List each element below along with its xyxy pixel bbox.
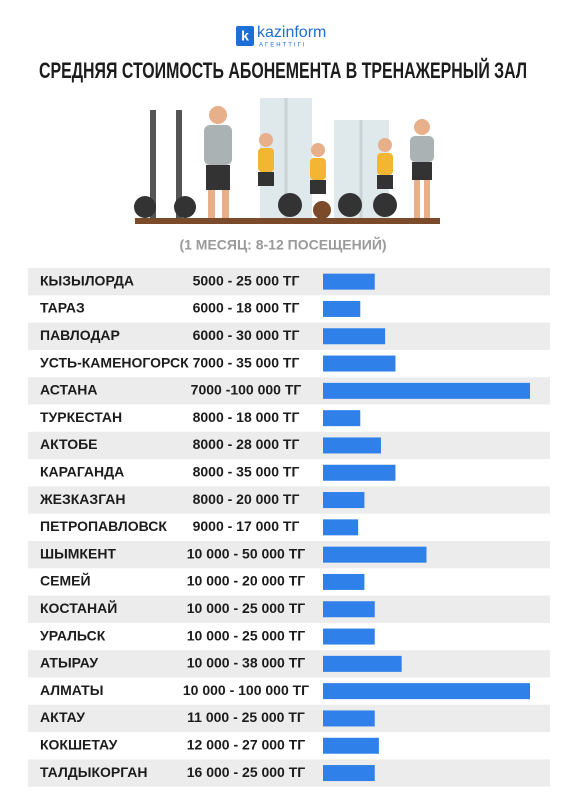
- bar: [323, 300, 361, 317]
- row-band: [28, 759, 550, 787]
- category-label: КОКШЕТАУ: [40, 736, 118, 752]
- category-label: ПАВЛОДАР: [40, 327, 120, 343]
- bar: [323, 273, 375, 290]
- row-band: [28, 595, 550, 623]
- row-band: [28, 268, 550, 296]
- category-label: ТАРАЗ: [40, 300, 85, 316]
- bar: [323, 683, 530, 700]
- bar: [323, 737, 379, 754]
- value-label: 10 000 - 38 000 ТГ: [187, 655, 306, 671]
- bar: [323, 573, 365, 590]
- row-band: [28, 650, 550, 678]
- logo: kazinform: [257, 24, 326, 41]
- row-band: [28, 322, 550, 350]
- category-label: КЫЗЫЛОРДА: [40, 272, 134, 288]
- value-label: 7000 -100 000 ТГ: [191, 382, 302, 398]
- bar: [323, 328, 386, 345]
- bar: [323, 601, 375, 618]
- value-label: 16 000 - 25 000 ТГ: [187, 764, 306, 780]
- bar: [323, 464, 396, 481]
- logo-icon: [236, 26, 254, 46]
- chart-subtitle: (1 МЕСЯЦ: 8-12 ПОСЕЩЕНИЙ): [179, 236, 386, 253]
- value-label: 5000 - 25 000 ТГ: [193, 272, 300, 288]
- row-band: [28, 431, 550, 460]
- value-label: 8000 - 35 000 ТГ: [193, 463, 300, 479]
- value-label: 10 000 - 100 000 ТГ: [183, 682, 309, 698]
- bar: [323, 492, 365, 509]
- bar: [323, 519, 359, 536]
- category-label: ТАЛДЫКОРГАН: [40, 764, 148, 780]
- bar: [323, 382, 530, 399]
- category-label: АКТАУ: [40, 709, 85, 725]
- category-label: ПЕТРОПАВЛОВСК: [40, 518, 167, 534]
- category-label: ТУРКЕСТАН: [40, 409, 122, 425]
- bar: [323, 355, 396, 372]
- value-label: 6000 - 18 000 ТГ: [193, 300, 300, 316]
- category-label: УРАЛЬСК: [40, 627, 106, 643]
- illustration: [134, 98, 440, 224]
- bar: [323, 628, 375, 645]
- bar: [323, 710, 375, 727]
- value-label: 6000 - 30 000 ТГ: [193, 327, 300, 343]
- category-label: АКТОБЕ: [40, 436, 98, 452]
- category-label: УСТЬ-КАМЕНОГОРСК: [40, 354, 189, 370]
- bar: [323, 765, 375, 782]
- row-band: [28, 541, 550, 569]
- row-band: [28, 704, 550, 733]
- bar: [323, 437, 381, 454]
- logo-letter: k: [241, 28, 249, 44]
- category-label: КАРАГАНДА: [40, 463, 124, 479]
- value-label: 7000 - 35 000 ТГ: [193, 354, 300, 370]
- bar: [323, 655, 402, 672]
- chart-title: СРЕДНЯЯ СТОИМОСТЬ АБОНЕМЕНТА В ТРЕНАЖЕРН…: [39, 58, 527, 83]
- category-label: АТЫРАУ: [40, 655, 98, 671]
- rows: КЫЗЫЛОРДА 5000 - 25 000 ТГ ТАРАЗ 6000 - 18 …: [28, 268, 550, 787]
- category-label: ШЫМКЕНТ: [40, 545, 116, 561]
- value-label: 8000 - 20 000 ТГ: [193, 491, 300, 507]
- category-label: КОСТАНАЙ: [40, 599, 117, 616]
- bar: [323, 546, 427, 563]
- value-label: 10 000 - 20 000 ТГ: [187, 573, 306, 589]
- bar: [323, 410, 361, 427]
- category-label: АЛМАТЫ: [40, 682, 103, 698]
- category-label: СЕМЕЙ: [40, 572, 91, 589]
- value-label: 10 000 - 25 000 ТГ: [187, 627, 306, 643]
- value-label: 12 000 - 27 000 ТГ: [187, 736, 306, 752]
- category-label: ЖЕЗКАЗГАН: [39, 491, 125, 507]
- category-label: АСТАНА: [40, 382, 98, 398]
- row-band: [28, 486, 550, 514]
- value-label: 9000 - 17 000 ТГ: [193, 518, 300, 534]
- value-label: 10 000 - 25 000 ТГ: [187, 600, 306, 616]
- logo-sub: АГЕНТТІГІ: [259, 43, 307, 49]
- value-label: 10 000 - 50 000 ТГ: [187, 545, 306, 561]
- value-label: 8000 - 18 000 ТГ: [193, 409, 300, 425]
- value-label: 8000 - 28 000 ТГ: [193, 436, 300, 452]
- value-label: 11 000 - 25 000 ТГ: [187, 709, 305, 725]
